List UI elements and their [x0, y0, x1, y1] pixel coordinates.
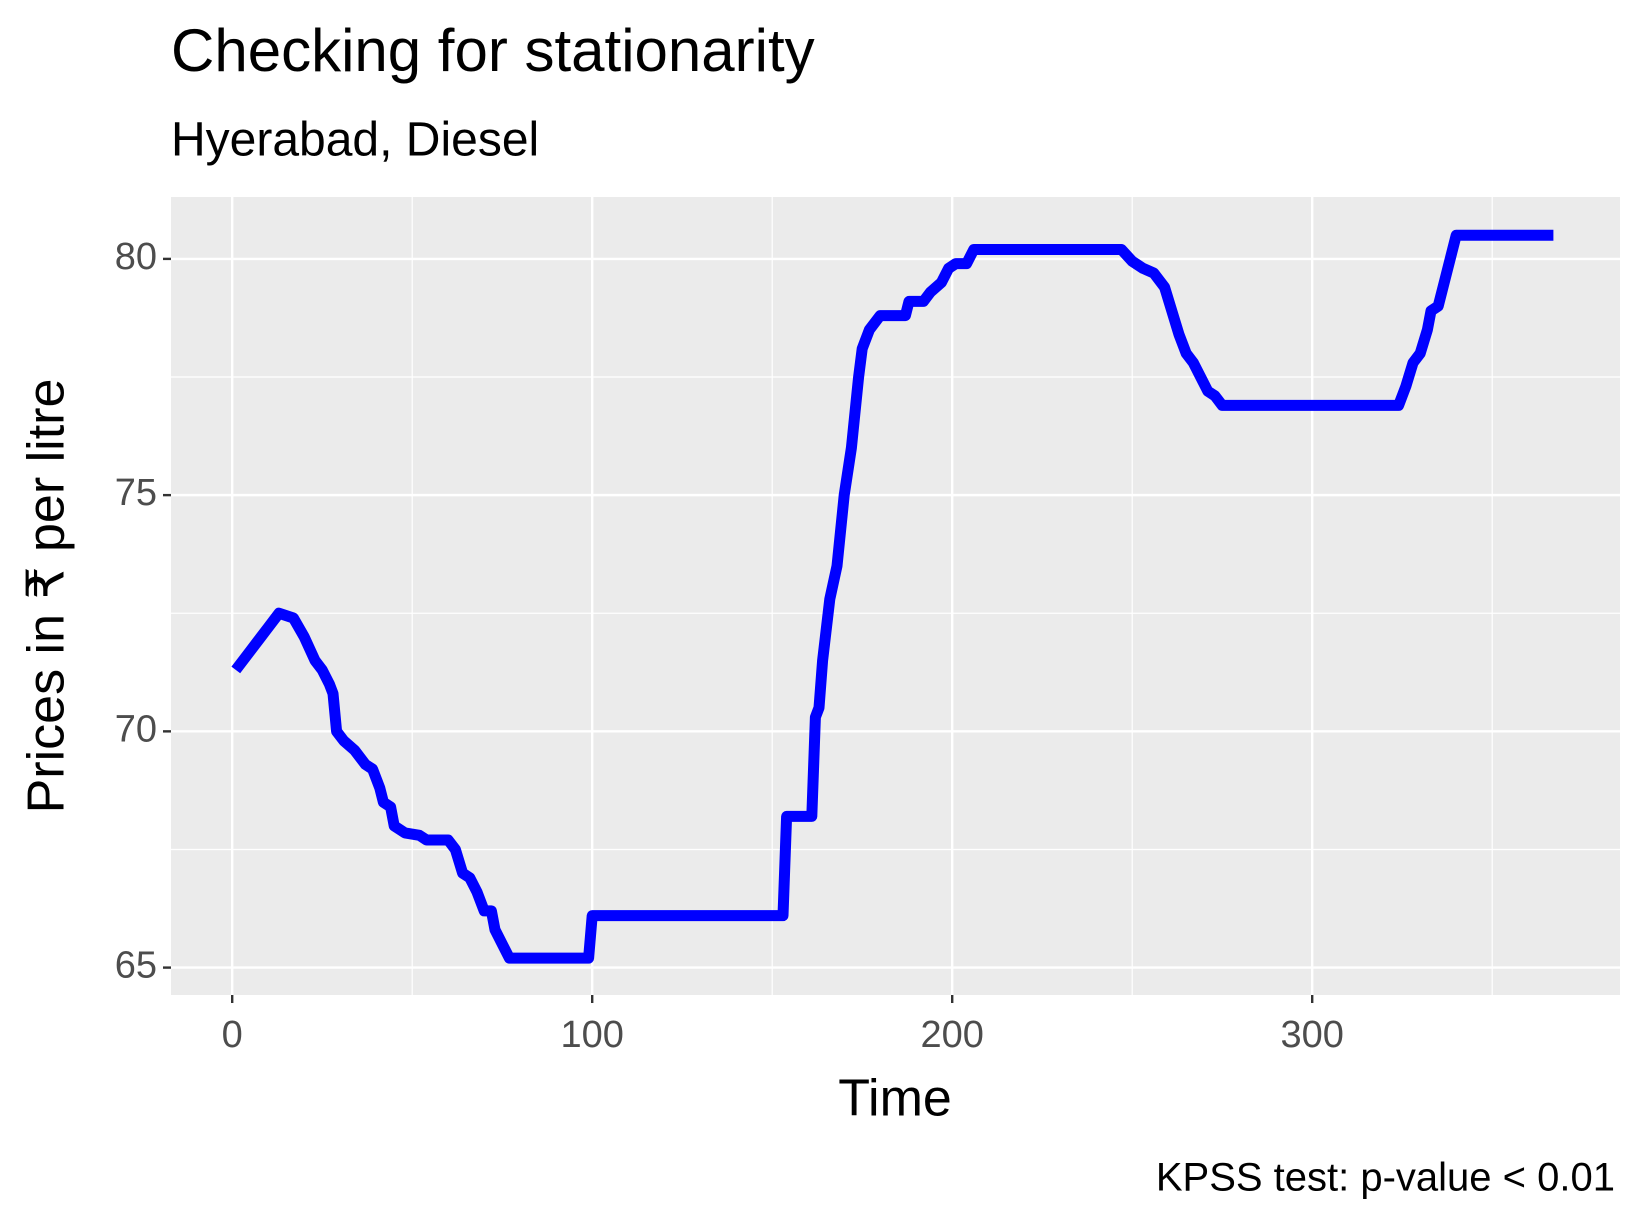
x-tick-label: 100 — [560, 1014, 623, 1056]
data-line — [231, 229, 1554, 964]
x-tick-label: 200 — [920, 1014, 983, 1056]
x-tick-label: 300 — [1280, 1014, 1343, 1056]
y-axis-label: Prices in ₹ per litre — [18, 379, 76, 814]
y-tick-label: 65 — [115, 945, 157, 987]
x-axis-label: Time — [838, 1070, 952, 1128]
y-tick-label: 70 — [115, 708, 157, 750]
y-tick-label: 80 — [115, 236, 157, 278]
chart-title: Checking for stationarity — [171, 17, 815, 84]
chart-subtitle: Hyerabad, Diesel — [171, 114, 539, 167]
y-tick-label: 75 — [115, 472, 157, 514]
x-tick-label: 0 — [222, 1014, 243, 1056]
caption: KPSS test: p-value < 0.01 — [1156, 1156, 1615, 1200]
